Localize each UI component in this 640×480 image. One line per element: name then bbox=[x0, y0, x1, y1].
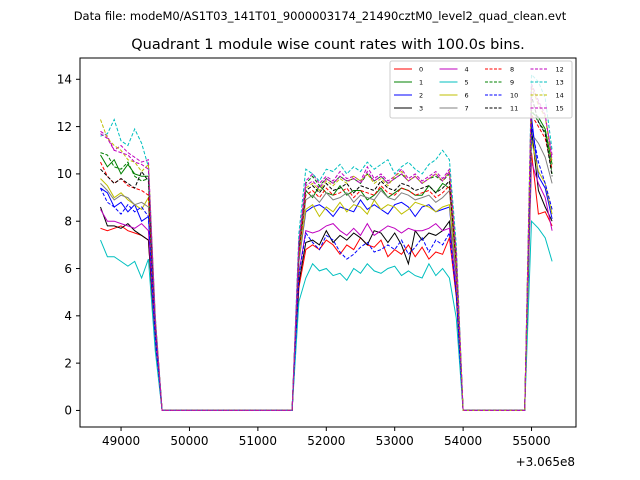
legend-label-9: 9 bbox=[510, 78, 514, 86]
legend-label-3: 3 bbox=[419, 104, 423, 112]
plot-area bbox=[100, 73, 553, 411]
x-tick-label: 55000 bbox=[512, 434, 550, 448]
x-axis: 49000 50000 51000 52000 53000 54000 55000 bbox=[102, 427, 551, 448]
axes-border bbox=[79, 57, 577, 428]
x-tick-label: 54000 bbox=[444, 434, 482, 448]
legend-label-8: 8 bbox=[510, 65, 514, 73]
legend-label-7: 7 bbox=[465, 104, 469, 112]
legend-label-11: 11 bbox=[510, 104, 518, 112]
legend-label-10: 10 bbox=[510, 91, 518, 99]
y-tick-label: 6 bbox=[64, 262, 72, 276]
y-tick-label: 12 bbox=[57, 120, 72, 134]
legend-label-5: 5 bbox=[465, 78, 469, 86]
y-tick-label: 14 bbox=[57, 73, 72, 87]
legend-label-0: 0 bbox=[419, 65, 423, 73]
legend-label-14: 14 bbox=[556, 91, 564, 99]
y-tick-label: 2 bbox=[64, 356, 72, 370]
series-line-11 bbox=[100, 95, 553, 411]
legend-label-13: 13 bbox=[556, 78, 564, 86]
x-tick-label: 50000 bbox=[170, 434, 208, 448]
y-tick-label: 0 bbox=[64, 404, 72, 418]
legend-label-1: 1 bbox=[419, 78, 423, 86]
legend-label-12: 12 bbox=[556, 65, 564, 73]
series-line-15 bbox=[100, 83, 553, 411]
legend-label-4: 4 bbox=[465, 65, 469, 73]
y-tick-label: 10 bbox=[57, 167, 72, 181]
y-tick-label: 8 bbox=[64, 215, 72, 229]
x-tick-label: 53000 bbox=[376, 434, 414, 448]
x-tick-label: 51000 bbox=[239, 434, 277, 448]
series-line-12 bbox=[100, 88, 553, 411]
y-tick-label: 4 bbox=[64, 309, 72, 323]
chart-title: Quadrant 1 module wise count rates with … bbox=[131, 37, 525, 53]
x-tick-label: 49000 bbox=[102, 434, 140, 448]
x-tick-label: 52000 bbox=[307, 434, 345, 448]
legend-box bbox=[389, 60, 573, 119]
figure-suptitle: Data file: modeM0/AS1T03_141T01_90000031… bbox=[74, 9, 567, 23]
axes-frame bbox=[79, 57, 577, 428]
legend-label-6: 6 bbox=[465, 91, 469, 99]
legend-label-2: 2 bbox=[419, 91, 423, 99]
legend-label-15: 15 bbox=[556, 104, 564, 112]
x-offset-label: +3.065e8 bbox=[516, 455, 575, 469]
series-line-14 bbox=[100, 86, 553, 411]
y-axis: 0 2 4 6 8 10 12 14 bbox=[57, 73, 80, 418]
